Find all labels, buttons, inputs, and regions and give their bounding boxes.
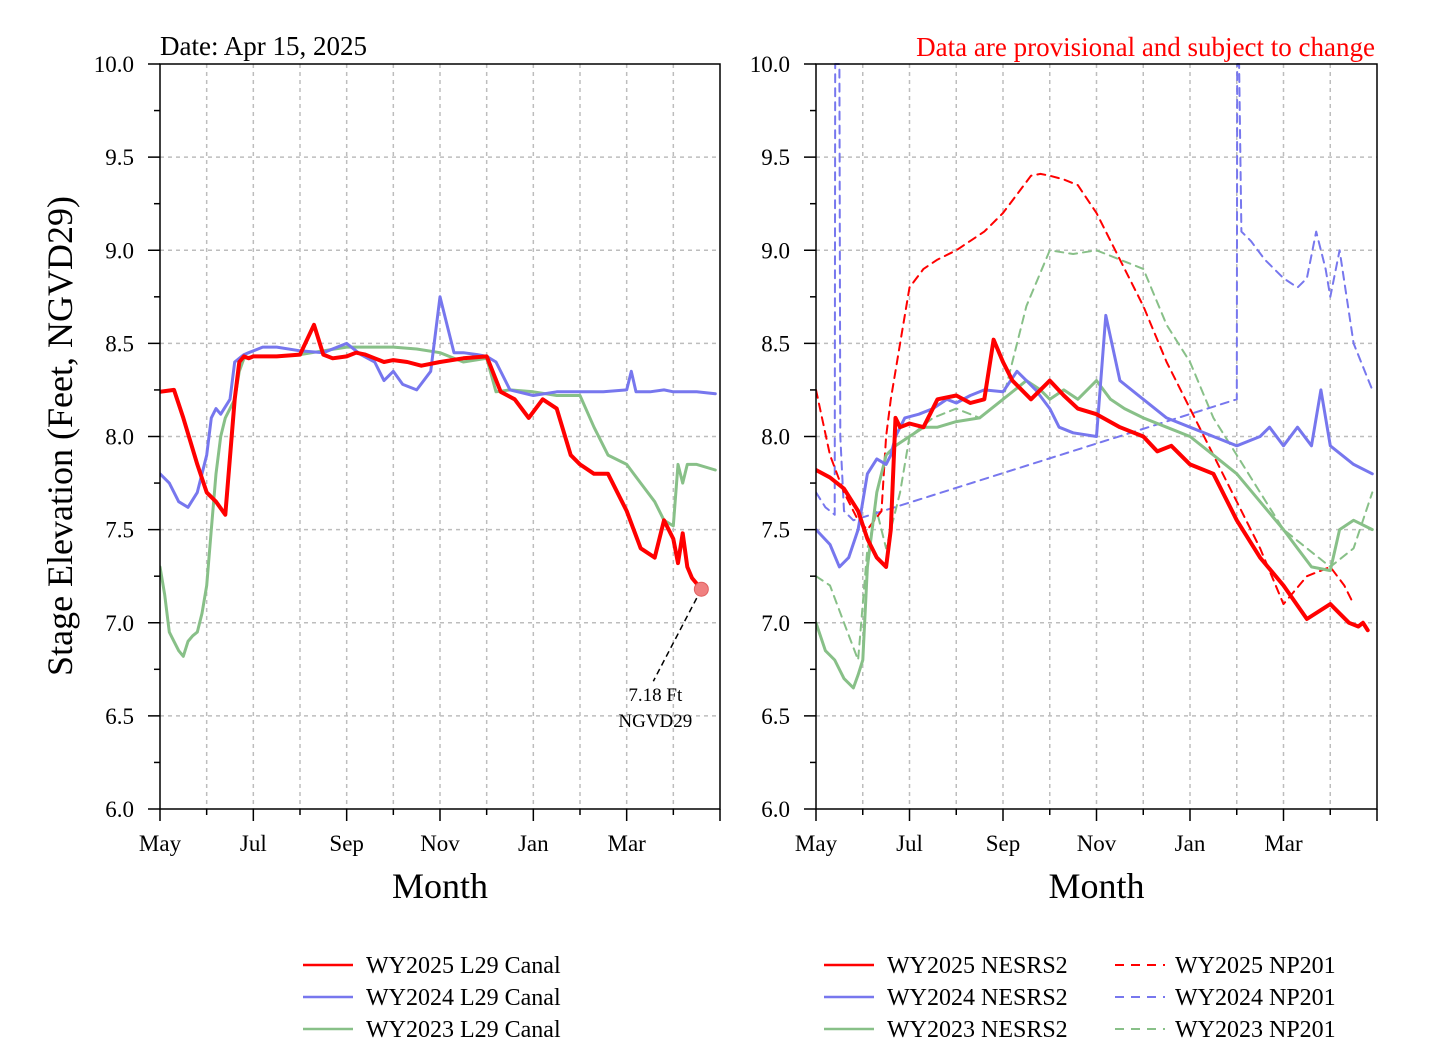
left-x-tick-label: Nov (420, 831, 460, 856)
legend-label: WY2024 L29 Canal (366, 985, 561, 1011)
left-x-tick-label: Sep (329, 831, 364, 856)
left-x-tick-label: May (139, 831, 182, 856)
right-x-ticks: May Jul Sep Nov Jan Mar (795, 809, 1378, 856)
legend-label: WY2025 NP201 (1175, 953, 1336, 979)
right-y-tick-label: 10.0 (750, 52, 790, 77)
annotation-units: NGVD29 (618, 711, 692, 732)
left-y-tick-label: 7.5 (105, 518, 134, 543)
right-y-tick-label: 6.5 (761, 704, 790, 729)
left-y-tick-label: 8.0 (105, 425, 134, 450)
left-y-tick-label: 9.5 (105, 145, 134, 170)
right-series-wy2024-np201 (816, 63, 1374, 522)
y-axis-title: Stage Elevation (Feet, NGVD29) (40, 196, 80, 676)
left-y-tick-label: 6.5 (105, 704, 134, 729)
left-y-tick-label: 8.5 (105, 331, 134, 356)
left-x-ticks: May Jul Sep Nov Jan Mar (139, 809, 721, 856)
legend-label: WY2025 NESRS2 (887, 953, 1068, 979)
left-y-tick-label: 9.0 (105, 238, 134, 263)
right-y-tick-label: 9.5 (761, 145, 790, 170)
right-x-tick-label: Nov (1077, 831, 1117, 856)
right-y-tick-label: 7.0 (761, 611, 790, 636)
legend-label: WY2023 NESRS2 (887, 1017, 1068, 1043)
right-series-wy2025-np201 (816, 172, 1355, 606)
right-y-tick-label: 9.0 (761, 238, 790, 263)
legend: WY2025 L29 Canal WY2024 L29 Canal WY2023 L… (303, 953, 1336, 1043)
left-x-tick-label: Jan (518, 831, 549, 856)
right-x-tick-label: Sep (986, 831, 1021, 856)
left-series-wy2023-l29-canal (160, 345, 717, 658)
left-y-ticks: 6.0 6.5 7.0 7.5 8.0 8.5 9.0 9.5 10.0 (94, 52, 160, 822)
right-y-tick-label: 8.0 (761, 425, 790, 450)
left-y-tick-label: 7.0 (105, 611, 134, 636)
right-series-wy2025-nesrs2 (816, 337, 1370, 633)
right-x-tick-label: May (795, 831, 838, 856)
date-label: Date: Apr 15, 2025 (160, 31, 367, 61)
legend-label: WY2025 L29 Canal (366, 953, 561, 979)
provisional-note: Data are provisional and subject to chan… (916, 32, 1375, 62)
right-series-wy2023-np201 (816, 249, 1374, 661)
left-x-tick-label: Jul (240, 831, 267, 856)
right-x-axis-title: Month (1048, 866, 1144, 906)
right-x-tick-label: Jan (1175, 831, 1206, 856)
left-series-wy2024-l29-canal (160, 295, 717, 509)
right-x-tick-label: Jul (896, 831, 923, 856)
legend-label: WY2024 NESRS2 (887, 985, 1068, 1011)
right-y-tick-label: 7.5 (761, 518, 790, 543)
left-series-wy2025-l29-canal (160, 322, 704, 592)
right-y-ticks: 6.0 6.5 7.0 7.5 8.0 8.5 9.0 9.5 10.0 (750, 52, 816, 822)
annotation-value: 7.18 Ft (628, 685, 683, 706)
right-y-tick-label: 8.5 (761, 331, 790, 356)
legend-label: WY2024 NP201 (1175, 985, 1336, 1011)
left-x-tick-label: Mar (608, 831, 647, 856)
right-series-wy2024-nesrs2 (816, 313, 1374, 569)
legend-label: WY2023 L29 Canal (366, 1017, 561, 1043)
left-x-axis-title: Month (392, 866, 488, 906)
chart-right: 6.0 6.5 7.0 7.5 8.0 8.5 9.0 9.5 10.0 May Jul Sep Nov… (750, 52, 1378, 906)
right-x-tick-label: Mar (1264, 831, 1303, 856)
annotation-leader (652, 588, 702, 682)
left-gridlines (160, 64, 720, 809)
left-y-tick-label: 10.0 (94, 52, 134, 77)
right-y-tick-label: 6.0 (761, 797, 790, 822)
legend-label: WY2023 NP201 (1175, 1017, 1336, 1043)
left-y-tick-label: 6.0 (105, 797, 134, 822)
annotation-marker (693, 581, 709, 597)
chart-left: 7.18 Ft NGVD29 6.0 6.5 7.0 7.5 8.0 8.5 9.0 9.5 10.… (94, 52, 721, 906)
left-series-group (160, 295, 717, 658)
